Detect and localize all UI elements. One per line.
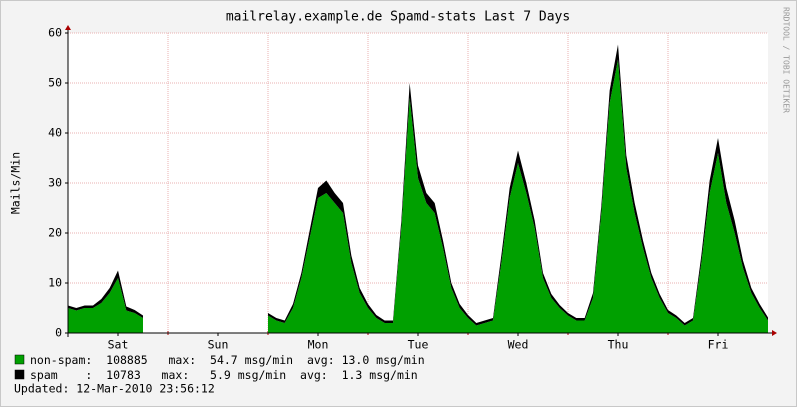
- watermark: RRDTOOL / TOBI OETIKER: [782, 7, 791, 113]
- x-tick-label: Sun: [208, 338, 229, 352]
- x-tick-label: Sat: [108, 338, 129, 352]
- x-tick-label: Thu: [608, 338, 629, 352]
- updated: Updated: 12-Mar-2010 23:56:12: [14, 382, 215, 396]
- x-tick-label: Mon: [308, 338, 329, 352]
- areas: [68, 44, 768, 333]
- x-tick-label: Tue: [408, 338, 429, 352]
- axes: [65, 25, 777, 337]
- legend-name: spam: [30, 368, 58, 382]
- y-tick-label: 40: [48, 126, 62, 140]
- y-tick-label: 0: [55, 326, 62, 340]
- y-axis-label: Mails/Min: [9, 152, 23, 214]
- x-arrow: [772, 330, 777, 336]
- chart-title: mailrelay.example.de Spamd-stats Last 7 …: [226, 10, 570, 25]
- area-0: [68, 59, 768, 333]
- legend-entry: spam : 10783 max: 5.9 msg/min avg: 1.3 m…: [30, 368, 418, 382]
- y-tick-label: 60: [48, 26, 62, 40]
- x-tick-label: Wed: [508, 338, 529, 352]
- y-arrow: [65, 25, 71, 30]
- legend: non-spam: 108885 max: 54.7 msg/min avg: …: [14, 353, 425, 382]
- x-tick-label: Fri: [708, 338, 729, 352]
- legend-swatch: [14, 354, 25, 365]
- legend-stats: : 108885 max: 54.7 msg/min avg: 13.0 msg…: [85, 353, 424, 367]
- y-tick-label: 50: [48, 76, 62, 90]
- y-tick-label: 20: [48, 226, 62, 240]
- legend-entry: non-spam: 108885 max: 54.7 msg/min avg: …: [30, 353, 425, 367]
- legend-swatch: [14, 369, 25, 380]
- legend-stats: : 10783 max: 5.9 msg/min avg: 1.3 msg/mi…: [58, 368, 418, 382]
- legend-name: non-spam: [30, 353, 85, 367]
- y-tick-label: 30: [48, 176, 62, 190]
- y-tick-label: 10: [48, 276, 62, 290]
